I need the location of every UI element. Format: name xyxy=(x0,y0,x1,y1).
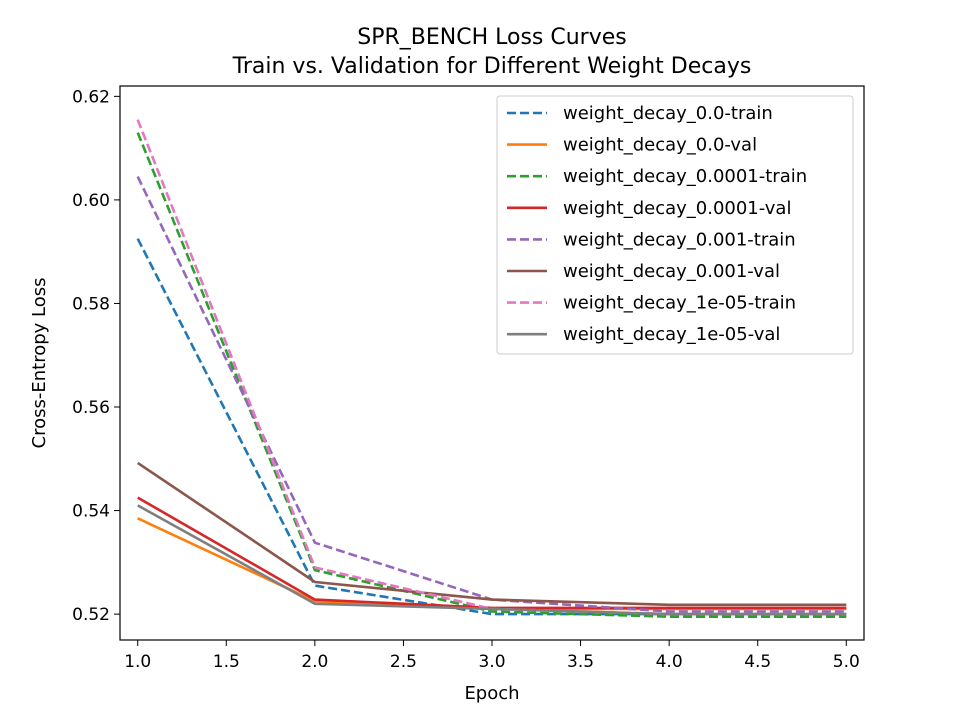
y-axis-ticks: 0.52 0.54 0.56 0.58 0.60 0.62 xyxy=(72,87,120,625)
x-tick-label: 3.0 xyxy=(478,652,505,672)
legend-label: weight_decay_1e-05-train xyxy=(563,293,796,314)
x-tick-label: 4.0 xyxy=(656,652,683,672)
x-tick-label: 5.0 xyxy=(833,652,860,672)
series-line-weight_decay_0.001-val xyxy=(136,461,847,607)
plot-lines xyxy=(136,119,847,619)
y-tick-label: 0.54 xyxy=(72,502,110,522)
x-tick-label: 2.5 xyxy=(390,652,417,672)
chart-title: SPR_BENCH Loss Curves xyxy=(357,25,626,50)
legend-label: weight_decay_0.001-train xyxy=(563,229,796,250)
y-tick-label: 0.62 xyxy=(72,87,110,107)
x-tick-label: 1.0 xyxy=(124,652,151,672)
y-tick-label: 0.56 xyxy=(72,398,110,418)
x-tick-label: 1.5 xyxy=(213,652,240,672)
series-line-weight_decay_1e-05-val xyxy=(137,504,847,616)
legend-label: weight_decay_0.0-val xyxy=(563,135,757,156)
x-axis-ticks: 1.0 1.5 2.0 2.5 3.0 3.5 4.0 4.5 5.0 xyxy=(124,640,860,672)
x-axis-label: Epoch xyxy=(464,683,519,704)
chart-subtitle: Train vs. Validation for Different Weigh… xyxy=(232,54,752,79)
plot-frame xyxy=(119,85,865,641)
y-tick-label: 0.52 xyxy=(72,605,110,625)
y-tick-label: 0.58 xyxy=(72,294,110,314)
y-axis-label: Cross-Entropy Loss xyxy=(29,278,50,449)
x-tick-label: 2.0 xyxy=(301,652,328,672)
legend-label: weight_decay_0.0001-train xyxy=(563,166,807,187)
series-line-weight_decay_0.0001-train xyxy=(136,132,847,619)
legend-label: weight_decay_1e-05-val xyxy=(563,324,780,345)
y-tick-label: 0.60 xyxy=(72,191,110,211)
x-tick-label: 4.5 xyxy=(744,652,771,672)
legend-label: weight_decay_0.001-val xyxy=(563,261,780,282)
legend: weight_decay_0.0-train weight_decay_0.0-v… xyxy=(496,95,854,355)
legend-box xyxy=(496,95,854,355)
x-tick-label: 3.5 xyxy=(567,652,594,672)
series-line-weight_decay_0.0001-val xyxy=(137,496,847,610)
legend-label: weight_decay_0.0-train xyxy=(563,103,773,124)
legend-label: weight_decay_0.0001-val xyxy=(563,198,791,219)
